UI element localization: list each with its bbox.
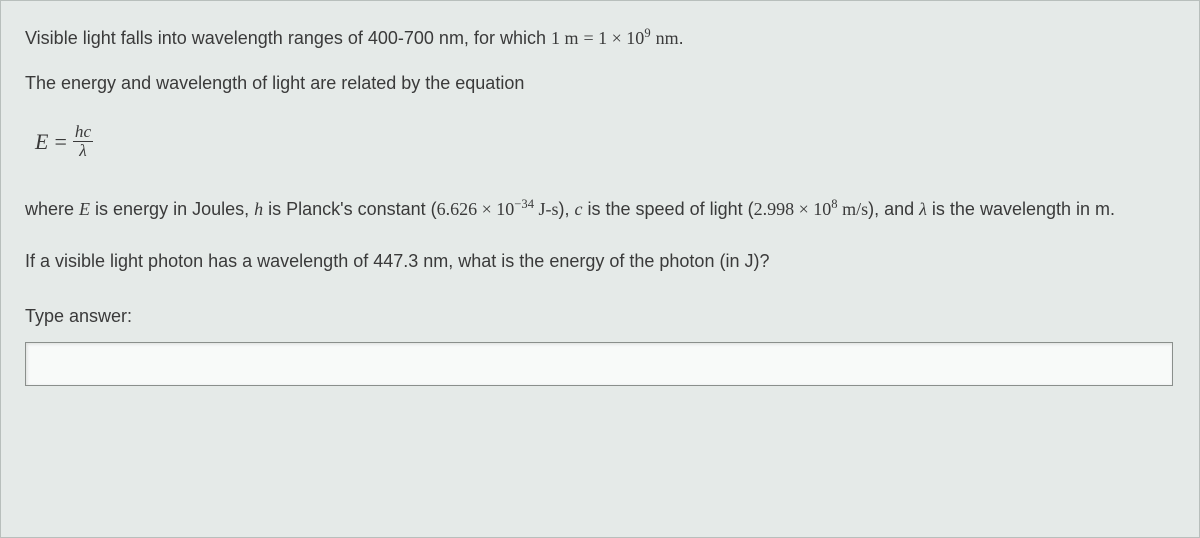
intro-text-after: . <box>679 28 684 48</box>
explanation: where E is energy in Joules, h is Planck… <box>25 190 1175 230</box>
var-h: h <box>254 199 263 219</box>
t3: is Planck's constant ( <box>263 199 437 219</box>
answer-input[interactable] <box>25 342 1173 386</box>
intro-eq-equals: = <box>584 28 599 48</box>
energy-equation: E = hc λ <box>35 123 1175 160</box>
eq-lhs: E <box>35 125 48 158</box>
intro-eq-rhs-base: 1 × 10 <box>598 28 644 48</box>
planck-exp: −34 <box>514 197 534 211</box>
eq-den: λ <box>73 141 93 160</box>
intro-eq-lhs: 1 m <box>551 28 579 48</box>
t4: ), <box>559 199 575 219</box>
var-lambda: λ <box>919 199 927 219</box>
planck-unit: J-s <box>534 199 559 219</box>
answer-label: Type answer: <box>25 303 1175 330</box>
eq-num: hc <box>73 123 93 141</box>
t6: ), and <box>868 199 919 219</box>
t1: where <box>25 199 79 219</box>
t2: is energy in Joules, <box>90 199 254 219</box>
t5: is the speed of light ( <box>583 199 754 219</box>
intro-text-before: Visible light falls into wavelength rang… <box>25 28 551 48</box>
var-E: E <box>79 199 90 219</box>
intro-eq-rhs-unit: nm <box>656 28 679 48</box>
line2: The energy and wavelength of light are r… <box>25 70 1175 97</box>
t7: is the wavelength in m. <box>927 199 1115 219</box>
var-c: c <box>575 199 583 219</box>
planck-base: 6.626 × 10 <box>437 199 515 219</box>
eq-sign: = <box>54 125 66 158</box>
intro-line: Visible light falls into wavelength rang… <box>25 25 1175 52</box>
intro-eq-rhs-exp: 9 <box>644 26 650 40</box>
question-page: Visible light falls into wavelength rang… <box>0 0 1200 538</box>
question-line: If a visible light photon has a waveleng… <box>25 248 1175 275</box>
eq-fraction: hc λ <box>73 123 93 160</box>
c-unit: m/s <box>838 199 869 219</box>
c-base: 2.998 × 10 <box>754 199 832 219</box>
